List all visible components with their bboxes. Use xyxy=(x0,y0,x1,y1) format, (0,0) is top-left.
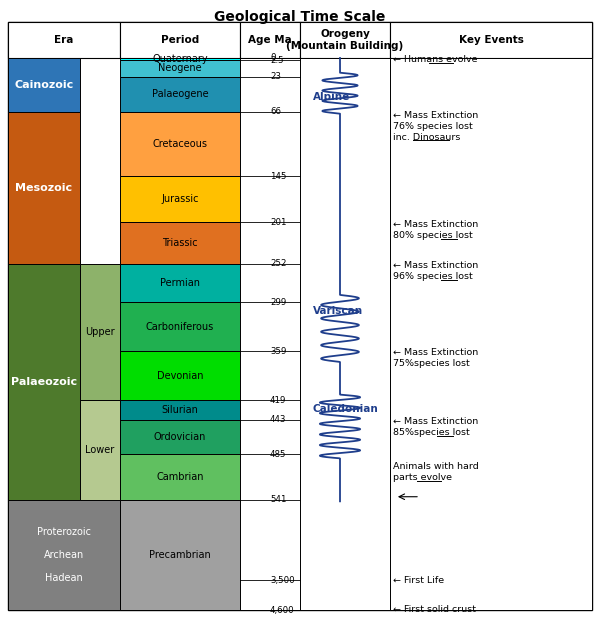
Text: 85%species lost: 85%species lost xyxy=(393,428,470,437)
Text: Variscan: Variscan xyxy=(313,307,363,316)
Text: Cambrian: Cambrian xyxy=(156,472,204,482)
Text: Triassic: Triassic xyxy=(162,238,198,248)
Text: 145: 145 xyxy=(270,172,287,181)
Bar xyxy=(120,60,240,77)
Text: Mesozoic: Mesozoic xyxy=(16,183,73,193)
Text: Palaeogene: Palaeogene xyxy=(152,89,208,99)
Text: Precambrian: Precambrian xyxy=(149,550,211,560)
Text: parts evolve: parts evolve xyxy=(393,473,452,482)
Bar xyxy=(120,77,240,112)
Text: Period: Period xyxy=(161,35,199,45)
Text: 4,600: 4,600 xyxy=(270,606,295,614)
Bar xyxy=(8,112,80,264)
Bar xyxy=(8,58,80,112)
Text: Jurassic: Jurassic xyxy=(161,194,199,204)
Bar xyxy=(120,420,240,454)
Bar xyxy=(120,351,240,401)
Bar xyxy=(120,22,240,58)
Text: 23: 23 xyxy=(270,72,281,81)
Text: 2.5: 2.5 xyxy=(270,55,284,65)
Bar xyxy=(80,264,120,401)
Bar xyxy=(120,176,240,222)
Text: 359: 359 xyxy=(270,347,286,356)
Text: 419: 419 xyxy=(270,396,286,405)
Bar xyxy=(120,112,240,176)
Text: ← Mass Extinction: ← Mass Extinction xyxy=(393,348,478,358)
Text: ← Mass Extinction: ← Mass Extinction xyxy=(393,220,478,229)
Text: Permian: Permian xyxy=(160,278,200,288)
Bar xyxy=(240,58,300,610)
Bar xyxy=(120,264,240,302)
Text: Quaternary: Quaternary xyxy=(152,54,208,64)
Text: Animals with hard: Animals with hard xyxy=(393,462,479,471)
Text: Lower: Lower xyxy=(85,445,115,455)
Text: Orogeny
(Mountain Building): Orogeny (Mountain Building) xyxy=(286,29,404,51)
Text: ← Mass Extinction: ← Mass Extinction xyxy=(393,261,478,270)
Text: 0: 0 xyxy=(270,54,275,62)
Text: 3,500: 3,500 xyxy=(270,576,295,585)
Text: Carboniferous: Carboniferous xyxy=(146,322,214,332)
Bar xyxy=(120,454,240,500)
Text: 80% species lost: 80% species lost xyxy=(393,231,473,240)
Text: Geological Time Scale: Geological Time Scale xyxy=(214,10,386,24)
Text: Ordovician: Ordovician xyxy=(154,432,206,442)
Text: Upper: Upper xyxy=(85,327,115,337)
Text: Key Events: Key Events xyxy=(458,35,523,45)
Text: Alpine: Alpine xyxy=(313,92,350,102)
Bar xyxy=(390,22,592,58)
Text: 201: 201 xyxy=(270,217,287,227)
Text: 443: 443 xyxy=(270,416,287,424)
Bar xyxy=(120,58,240,60)
Text: ← First Life: ← First Life xyxy=(393,576,444,585)
Text: 76% species lost: 76% species lost xyxy=(393,121,473,131)
Text: 299: 299 xyxy=(270,298,286,307)
Bar xyxy=(120,401,240,420)
Text: ← Mass Extinction: ← Mass Extinction xyxy=(393,417,478,426)
Bar xyxy=(8,22,120,58)
Text: ← Humans evolve: ← Humans evolve xyxy=(393,55,478,64)
Bar xyxy=(300,58,390,610)
Text: Palaeozoic: Palaeozoic xyxy=(11,377,77,387)
Text: Silurian: Silurian xyxy=(161,405,199,415)
Text: Caledonian: Caledonian xyxy=(313,404,379,414)
Text: Cretaceous: Cretaceous xyxy=(152,139,208,149)
Text: 485: 485 xyxy=(270,450,287,459)
Text: 66: 66 xyxy=(270,107,281,117)
Text: 75%species lost: 75%species lost xyxy=(393,359,470,368)
Text: 252: 252 xyxy=(270,259,287,269)
Bar xyxy=(390,58,592,610)
Bar xyxy=(120,222,240,264)
Text: ← First solid crust: ← First solid crust xyxy=(393,606,476,614)
Bar xyxy=(8,500,120,610)
Bar xyxy=(240,22,300,58)
Text: inc. Dinosaurs: inc. Dinosaurs xyxy=(393,133,460,141)
Text: Neogene: Neogene xyxy=(158,64,202,74)
Text: Proterozoic

Archean

Hadean: Proterozoic Archean Hadean xyxy=(37,527,91,583)
Text: Age Ma: Age Ma xyxy=(248,35,292,45)
Text: 96% species lost: 96% species lost xyxy=(393,272,473,281)
Text: ← Mass Extinction: ← Mass Extinction xyxy=(393,111,478,120)
Text: Devonian: Devonian xyxy=(157,371,203,381)
Bar xyxy=(8,264,80,500)
Text: 541: 541 xyxy=(270,495,287,505)
Bar xyxy=(120,500,240,610)
Bar xyxy=(300,22,390,58)
Bar xyxy=(80,401,120,500)
Text: Cainozoic: Cainozoic xyxy=(14,80,74,90)
Bar xyxy=(120,302,240,351)
Text: Era: Era xyxy=(55,35,74,45)
